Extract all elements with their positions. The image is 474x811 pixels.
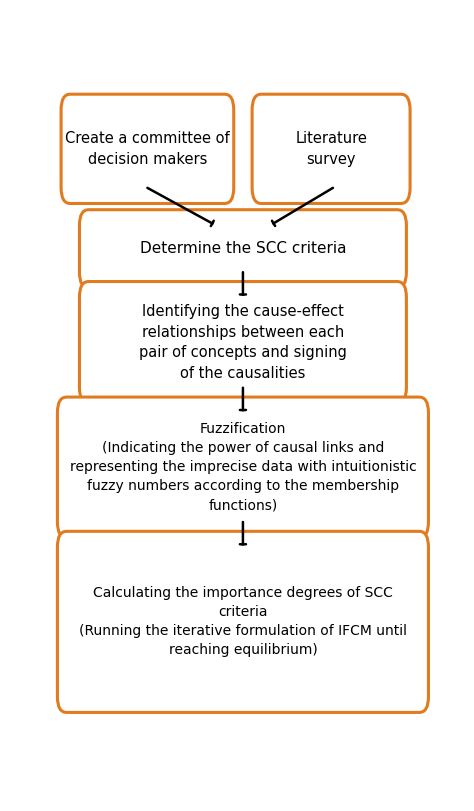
Text: Identifying the cause-effect
relationships between each
pair of concepts and sig: Identifying the cause-effect relationshi…	[139, 304, 347, 380]
FancyBboxPatch shape	[252, 94, 410, 204]
Text: Create a committee of
decision makers: Create a committee of decision makers	[65, 131, 230, 166]
FancyBboxPatch shape	[80, 281, 406, 403]
FancyBboxPatch shape	[57, 397, 428, 538]
FancyBboxPatch shape	[80, 210, 406, 288]
FancyBboxPatch shape	[61, 94, 234, 204]
Text: Literature
survey: Literature survey	[295, 131, 367, 166]
Text: Calculating the importance degrees of SCC
criteria
(Running the iterative formul: Calculating the importance degrees of SC…	[79, 586, 407, 657]
FancyBboxPatch shape	[57, 531, 428, 712]
Text: Determine the SCC criteria: Determine the SCC criteria	[140, 241, 346, 256]
Text: Fuzzification
(Indicating the power of causal links and
representing the impreci: Fuzzification (Indicating the power of c…	[70, 423, 416, 513]
